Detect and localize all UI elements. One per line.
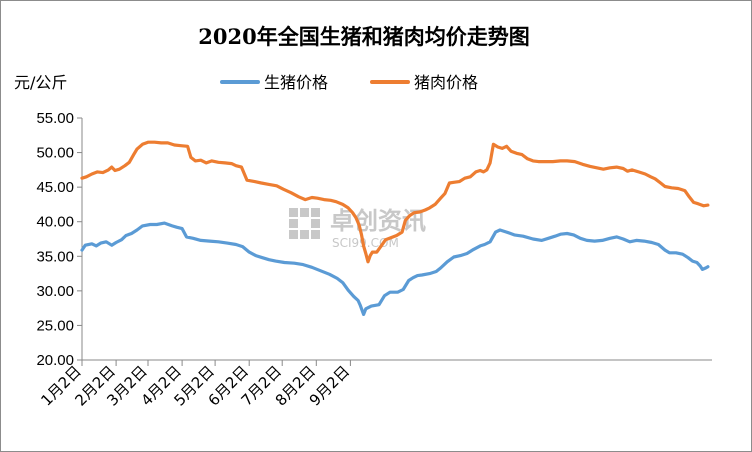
legend: 生猪价格 猪肉价格 bbox=[222, 73, 478, 92]
legend-label-pork: 猪肉价格 bbox=[414, 73, 478, 92]
watermark-logo-icon bbox=[289, 208, 320, 239]
y-tick-label: 40.00 bbox=[36, 214, 74, 231]
chart-title: 2020年全国生猪和猪肉均价走势图 bbox=[198, 24, 529, 49]
y-tick-label: 45.00 bbox=[36, 179, 74, 196]
y-axis-unit-label: 元/公斤 bbox=[14, 73, 67, 92]
y-tick-label: 55.00 bbox=[36, 110, 74, 127]
watermark: 卓创资讯 SCI99.COM bbox=[289, 207, 426, 250]
legend-label-live-pig: 生猪价格 bbox=[264, 73, 328, 92]
y-tick-label: 30.00 bbox=[36, 283, 74, 300]
y-tick-label: 35.00 bbox=[36, 248, 74, 265]
watermark-text: 卓创资讯 bbox=[330, 207, 426, 235]
y-tick-label: 50.00 bbox=[36, 145, 74, 162]
y-tick-label: 25.00 bbox=[36, 317, 74, 334]
